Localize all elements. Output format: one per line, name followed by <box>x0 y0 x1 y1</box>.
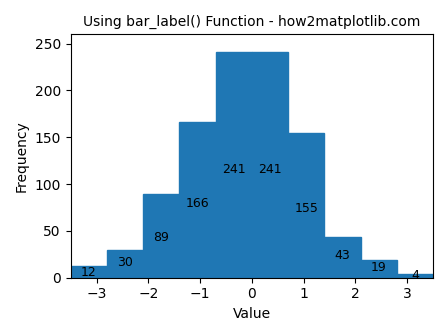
Text: 241: 241 <box>222 163 246 176</box>
Bar <box>107 250 143 278</box>
Bar <box>179 122 215 278</box>
Text: 12: 12 <box>81 265 97 279</box>
Bar <box>252 52 288 278</box>
Text: 19: 19 <box>371 261 387 275</box>
Bar <box>397 274 433 278</box>
Text: 241: 241 <box>258 163 282 176</box>
Text: 30: 30 <box>117 256 133 269</box>
X-axis label: Value: Value <box>233 307 271 321</box>
Text: 43: 43 <box>335 249 350 262</box>
Text: 89: 89 <box>153 231 169 244</box>
Bar <box>324 238 361 278</box>
Bar <box>215 52 252 278</box>
Bar <box>143 195 179 278</box>
Y-axis label: Frequency: Frequency <box>15 120 29 192</box>
Title: Using bar_label() Function - how2matplotlib.com: Using bar_label() Function - how2matplot… <box>83 15 421 29</box>
Bar <box>71 266 107 278</box>
Text: 4: 4 <box>411 269 419 282</box>
Text: 155: 155 <box>294 202 318 215</box>
Bar <box>361 260 397 278</box>
Bar <box>288 133 324 278</box>
Text: 166: 166 <box>185 197 209 210</box>
